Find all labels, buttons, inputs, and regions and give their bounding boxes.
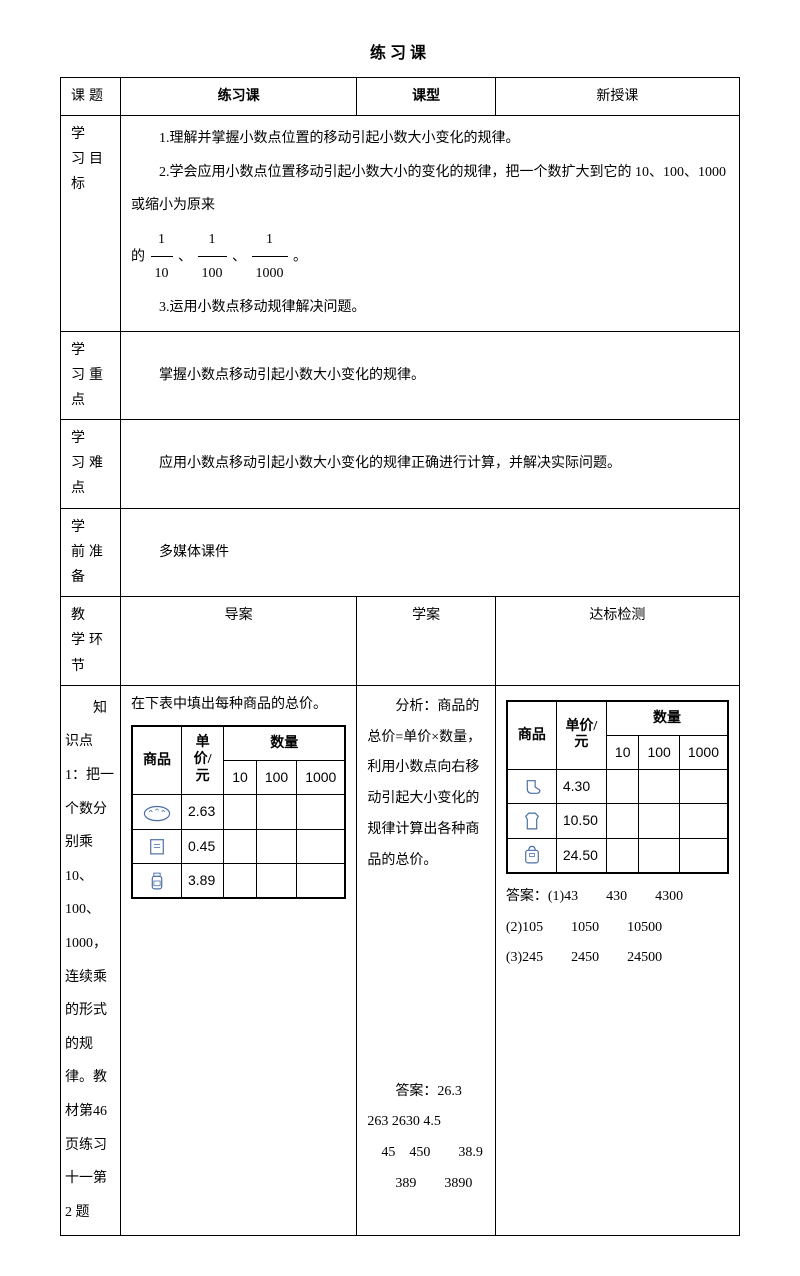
blank — [224, 795, 257, 829]
page-title: 练习课 — [60, 40, 740, 69]
huanjie-label: 教 学环节 — [61, 597, 121, 686]
icon-bottle — [132, 863, 182, 898]
dprice-2: 10.50 — [556, 804, 606, 838]
xuean-cell: 分析：商品的总价=单价×数量，利用小数点向右移动引起大小变化的规律计算出各种商品… — [357, 685, 496, 1236]
qty2-1000: 1000 — [679, 735, 728, 769]
blank — [224, 829, 257, 863]
nandian-text: 应用小数点移动引起小数大小变化的规律正确进行计算，并解决实际问题。 — [121, 420, 740, 509]
goals-label: 学 习目标 — [61, 115, 121, 331]
qty-100: 100 — [256, 761, 296, 795]
goal-line3: 3.运用小数点移动规律解决问题。 — [131, 291, 729, 325]
daoan-prompt: 在下表中填出每种商品的总价。 — [131, 692, 346, 717]
zhunbei-label: 学 前准备 — [61, 508, 121, 597]
col-xuean: 学案 — [357, 597, 496, 686]
hdr-product: 商品 — [132, 726, 182, 795]
icon-bag — [507, 838, 557, 873]
dabi-product-table: 商品 单价/元 数量 10 100 1000 4.30 — [506, 700, 729, 874]
zhongdian-label: 学 习重点 — [61, 331, 121, 420]
dabi-ans2: (2)105 1050 10500 — [506, 913, 729, 944]
qty-1000: 1000 — [297, 761, 346, 795]
goal-line2-pre: 2.学会应用小数点位置移动引起小数大小的变化的规律，把一个数扩大到它的 10、1… — [131, 165, 726, 214]
price-1: 2.63 — [182, 795, 224, 829]
blank — [639, 770, 679, 804]
blank — [679, 770, 728, 804]
blank — [297, 863, 346, 898]
fraction-2: 1100 — [198, 223, 227, 291]
icon-bread — [132, 795, 182, 829]
hdr-product-2: 商品 — [507, 701, 557, 770]
hdr-qty: 数量 — [224, 726, 346, 761]
dabi-ans1: 答案：(1)43 430 4300 — [506, 882, 729, 913]
icon-shirt — [507, 804, 557, 838]
blank — [256, 795, 296, 829]
keti-value: 练习课 — [121, 77, 357, 115]
side-label: 知识点 1：把一个数分别乘 10、100、1000，连续乘的形式的规律。教材第4… — [61, 685, 121, 1236]
xuean-answer1: 答案：26.3 263 2630 4.5 — [367, 1077, 485, 1139]
goal-line2-mid: 的 — [131, 249, 145, 264]
blank — [256, 829, 296, 863]
blank — [606, 770, 639, 804]
sep1: 、 — [178, 249, 192, 264]
col-dabi: 达标检测 — [495, 597, 739, 686]
blank — [679, 838, 728, 873]
fraction-1: 110 — [151, 223, 173, 291]
blank — [606, 804, 639, 838]
nandian-label: 学 习难点 — [61, 420, 121, 509]
xuean-analysis: 分析：商品的总价=单价×数量，利用小数点向右移动引起大小变化的规律计算出各种商品… — [367, 692, 485, 877]
blank — [639, 838, 679, 873]
hdr-price: 单价/元 — [182, 726, 224, 795]
blank — [256, 863, 296, 898]
blank — [297, 795, 346, 829]
dabi-ans3: (3)245 2450 24500 — [506, 943, 729, 974]
keti-label: 课题 — [61, 77, 121, 115]
goal-line1: 1.理解并掌握小数点位置的移动引起小数大小变化的规律。 — [131, 122, 729, 156]
goal-line2: 2.学会应用小数点位置移动引起小数大小的变化的规律，把一个数扩大到它的 10、1… — [131, 156, 729, 223]
xuean-answer3: 389 3890 — [367, 1169, 485, 1200]
fraction-3: 11000 — [252, 223, 288, 291]
goal-line2b: 的 110 、 1100 、 11000 。 — [131, 223, 729, 291]
qty2-100: 100 — [639, 735, 679, 769]
sep2: 、 — [232, 249, 246, 264]
price-2: 0.45 — [182, 829, 224, 863]
icon-book — [132, 829, 182, 863]
qty2-10: 10 — [606, 735, 639, 769]
zhongdian-text: 掌握小数点移动引起小数大小变化的规律。 — [121, 331, 740, 420]
qty-10: 10 — [224, 761, 257, 795]
goals-content: 1.理解并掌握小数点位置的移动引起小数大小变化的规律。 2.学会应用小数点位置移… — [121, 115, 740, 331]
blank — [224, 863, 257, 898]
zhunbei-text: 多媒体课件 — [121, 508, 740, 597]
lesson-table: 课题 练习课 课型 新授课 学 习目标 1.理解并掌握小数点位置的移动引起小数大… — [60, 77, 740, 1237]
daoan-cell: 在下表中填出每种商品的总价。 商品 单价/元 数量 10 100 1000 2 — [121, 685, 357, 1236]
kexing-value: 新授课 — [495, 77, 739, 115]
blank — [297, 829, 346, 863]
hdr-price-2: 单价/元 — [556, 701, 606, 770]
price-3: 3.89 — [182, 863, 224, 898]
dabi-cell: 商品 单价/元 数量 10 100 1000 4.30 — [495, 685, 739, 1236]
blank — [639, 804, 679, 838]
blank — [606, 838, 639, 873]
xuean-answer2: 45 450 38.9 — [367, 1138, 485, 1169]
col-daoan: 导案 — [121, 597, 357, 686]
dprice-3: 24.50 — [556, 838, 606, 873]
daoan-product-table: 商品 单价/元 数量 10 100 1000 2.63 — [131, 725, 346, 899]
kexing-label: 课型 — [357, 77, 496, 115]
icon-socks — [507, 770, 557, 804]
dprice-1: 4.30 — [556, 770, 606, 804]
goal-line2-end: 。 — [293, 249, 307, 264]
hdr-qty-2: 数量 — [606, 701, 728, 736]
blank — [679, 804, 728, 838]
